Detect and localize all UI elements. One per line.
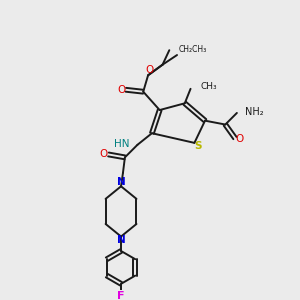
Text: O: O: [145, 65, 153, 76]
Text: S: S: [194, 141, 202, 151]
Text: HN: HN: [114, 139, 130, 149]
Text: NH₂: NH₂: [244, 107, 263, 117]
Text: O: O: [117, 85, 125, 95]
Text: N: N: [117, 178, 125, 188]
Text: CH₃: CH₃: [200, 82, 217, 91]
Text: O: O: [100, 149, 108, 160]
Text: O: O: [236, 134, 244, 144]
Text: CH₂CH₃: CH₂CH₃: [179, 45, 207, 54]
Text: N: N: [117, 236, 125, 245]
Text: F: F: [117, 291, 125, 300]
